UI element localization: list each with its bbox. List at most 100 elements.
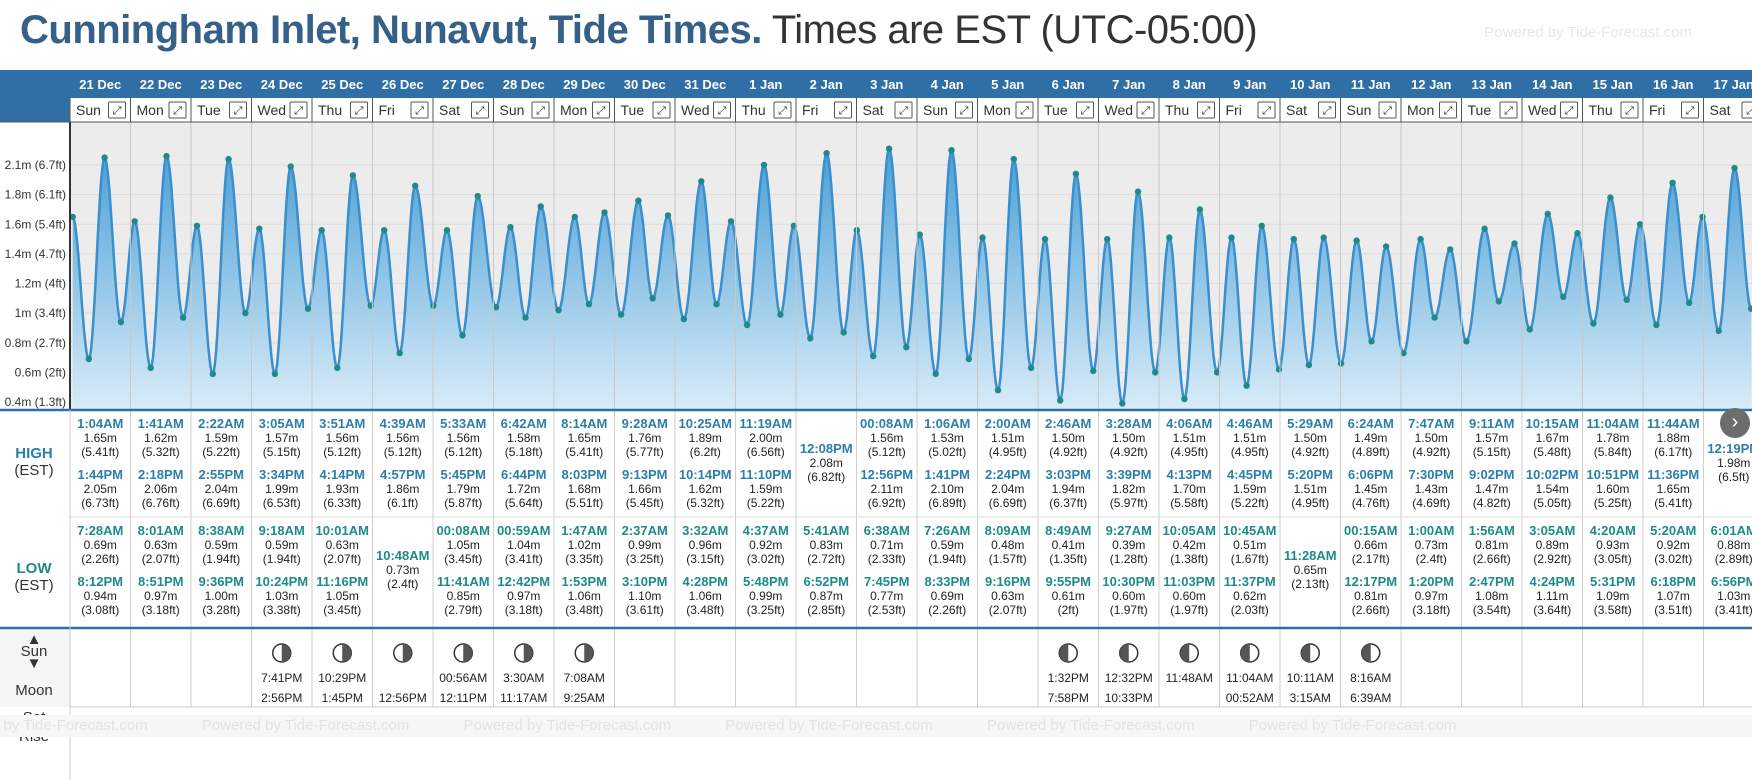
tide-point[interactable]	[1481, 225, 1488, 232]
tide-point[interactable]	[492, 304, 500, 311]
tide-point[interactable]	[1166, 234, 1173, 241]
expand-day-button[interactable]	[1560, 101, 1578, 119]
tide-point[interactable]	[635, 197, 642, 204]
tide-point[interactable]	[932, 370, 939, 378]
tide-point[interactable]	[1748, 305, 1752, 312]
tide-point[interactable]	[994, 387, 1002, 394]
tide-point[interactable]	[1574, 230, 1581, 237]
expand-day-button[interactable]	[1499, 101, 1518, 119]
tide-point[interactable]	[1228, 234, 1235, 241]
tide-point[interactable]	[555, 307, 562, 314]
tide-point[interactable]	[948, 147, 955, 154]
tide-point[interactable]	[1152, 369, 1159, 376]
tide-point[interactable]	[1400, 349, 1407, 357]
tide-point[interactable]	[727, 218, 735, 225]
tide-point[interactable]	[193, 222, 201, 229]
tide-point[interactable]	[1243, 382, 1250, 389]
tide-point[interactable]	[318, 227, 325, 234]
expand-day-button[interactable]	[955, 101, 973, 119]
tide-point[interactable]	[349, 172, 357, 179]
tide-point[interactable]	[698, 178, 705, 185]
expand-day-button[interactable]	[229, 101, 247, 119]
tide-point[interactable]	[1544, 210, 1552, 218]
tide-point[interactable]	[885, 145, 893, 152]
tide-point[interactable]	[743, 321, 751, 329]
tide-point[interactable]	[1731, 164, 1738, 172]
tide-point[interactable]	[1181, 395, 1188, 403]
expand-day-button[interactable]	[1681, 101, 1699, 119]
expand-day-button[interactable]	[1015, 101, 1034, 119]
expand-day-button[interactable]	[713, 101, 731, 119]
expand-day-button[interactable]	[1197, 101, 1215, 119]
tide-point[interactable]	[209, 370, 216, 378]
tide-point[interactable]	[256, 225, 263, 232]
expand-day-button[interactable]	[350, 101, 368, 119]
tide-point[interactable]	[69, 213, 76, 221]
tide-point[interactable]	[1715, 327, 1722, 335]
tide-point[interactable]	[1447, 246, 1454, 253]
tide-point[interactable]	[1275, 366, 1283, 373]
tide-point[interactable]	[870, 352, 877, 360]
tide-point[interactable]	[1104, 235, 1111, 243]
tide-point[interactable]	[443, 227, 451, 234]
tide-point[interactable]	[713, 301, 720, 308]
expand-day-button[interactable]	[1318, 101, 1336, 119]
tide-point[interactable]	[649, 295, 656, 302]
tide-point[interactable]	[1636, 221, 1644, 228]
expand-day-button[interactable]	[410, 101, 429, 119]
tide-point[interactable]	[459, 332, 466, 339]
tide-point[interactable]	[1041, 235, 1049, 243]
tide-point[interactable]	[965, 355, 972, 363]
tide-point[interactable]	[522, 314, 529, 321]
tide-point[interactable]	[537, 203, 544, 210]
tide-point[interactable]	[840, 329, 847, 336]
tide-point[interactable]	[1305, 361, 1313, 369]
expand-day-button[interactable]	[834, 101, 852, 119]
tide-point[interactable]	[1134, 188, 1142, 195]
tide-point[interactable]	[1290, 235, 1298, 243]
tide-point[interactable]	[979, 234, 986, 241]
tide-point[interactable]	[1196, 206, 1204, 213]
tide-point[interactable]	[1560, 293, 1567, 300]
tide-point[interactable]	[242, 309, 249, 317]
tide-point[interactable]	[334, 364, 341, 372]
tide-point[interactable]	[85, 355, 93, 363]
tide-point[interactable]	[163, 152, 170, 160]
tide-point[interactable]	[585, 301, 593, 308]
tide-point[interactable]	[823, 150, 830, 157]
tide-point[interactable]	[1090, 367, 1097, 375]
tide-point[interactable]	[1382, 243, 1390, 250]
tide-point[interactable]	[1417, 235, 1424, 243]
tide-point[interactable]	[760, 161, 768, 169]
expand-day-button[interactable]	[168, 101, 187, 119]
tide-point[interactable]	[1526, 326, 1534, 333]
tide-point[interactable]	[1119, 400, 1126, 407]
tide-point[interactable]	[1495, 298, 1503, 305]
expand-day-button[interactable]	[1076, 101, 1094, 119]
tide-point[interactable]	[179, 314, 187, 321]
tide-point[interactable]	[1669, 179, 1676, 186]
tide-point[interactable]	[664, 212, 672, 219]
tide-point[interactable]	[916, 231, 923, 238]
tide-point[interactable]	[474, 192, 481, 200]
tide-point[interactable]	[1607, 194, 1614, 201]
tide-point[interactable]	[117, 318, 125, 326]
tide-point[interactable]	[571, 213, 578, 221]
tide-point[interactable]	[1431, 314, 1438, 321]
expand-day-button[interactable]	[1378, 101, 1397, 119]
expand-day-button[interactable]	[773, 101, 792, 119]
tide-point[interactable]	[617, 311, 625, 318]
next-days-button[interactable]: ›	[1720, 408, 1750, 438]
expand-day-button[interactable]	[1620, 101, 1639, 119]
tide-point[interactable]	[903, 344, 910, 351]
tide-point[interactable]	[777, 311, 784, 318]
tide-point[interactable]	[1699, 213, 1706, 221]
expand-day-button[interactable]	[1136, 101, 1155, 119]
expand-day-button[interactable]	[894, 101, 913, 119]
expand-day-button[interactable]	[1439, 101, 1457, 119]
expand-day-button[interactable]	[652, 101, 671, 119]
tide-point[interactable]	[1057, 397, 1064, 404]
expand-day-button[interactable]	[592, 101, 610, 119]
tide-point[interactable]	[601, 209, 608, 216]
tide-point[interactable]	[1320, 234, 1327, 241]
